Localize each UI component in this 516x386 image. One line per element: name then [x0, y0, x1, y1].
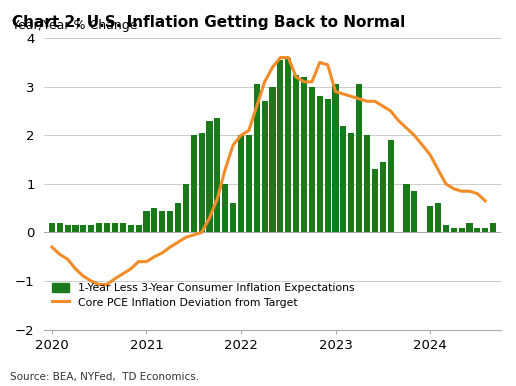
Bar [143, 211, 150, 232]
Bar [88, 225, 94, 232]
Bar [293, 74, 299, 232]
Bar [356, 84, 362, 232]
Bar [222, 184, 228, 232]
Text: Source: BEA, NYFed,  TD Economics.: Source: BEA, NYFed, TD Economics. [10, 372, 200, 382]
Bar [183, 184, 189, 232]
Bar [127, 225, 134, 232]
Bar [482, 228, 488, 232]
Bar [411, 191, 417, 232]
Bar [72, 225, 78, 232]
Bar [254, 84, 260, 232]
Bar [490, 223, 496, 232]
Bar [64, 225, 71, 232]
Bar [474, 228, 480, 232]
Bar [57, 223, 63, 232]
Bar [190, 135, 197, 232]
Bar [49, 223, 55, 232]
Bar [159, 211, 165, 232]
Bar [104, 223, 110, 232]
Bar [175, 203, 181, 232]
Bar [317, 96, 323, 232]
Text: Year/Year % Change: Year/Year % Change [12, 19, 138, 32]
Bar [199, 133, 205, 232]
Bar [246, 135, 252, 232]
Bar [167, 211, 173, 232]
Bar [332, 84, 338, 232]
Bar [120, 223, 126, 232]
Text: Chart 2: U.S. Inflation Getting Back to Normal: Chart 2: U.S. Inflation Getting Back to … [12, 15, 406, 30]
Bar [96, 223, 102, 232]
Bar [269, 87, 276, 232]
Bar [459, 228, 465, 232]
Bar [372, 169, 378, 232]
Bar [277, 60, 283, 232]
Bar [435, 203, 441, 232]
Bar [151, 208, 157, 232]
Bar [285, 58, 292, 232]
Bar [427, 206, 433, 232]
Bar [450, 228, 457, 232]
Bar [341, 125, 347, 232]
Bar [136, 225, 142, 232]
Bar [443, 225, 449, 232]
Bar [325, 99, 331, 232]
Bar [230, 203, 236, 232]
Bar [364, 135, 370, 232]
Bar [309, 87, 315, 232]
Legend: 1-Year Less 3-Year Consumer Inflation Expectations, Core PCE Inflation Deviation: 1-Year Less 3-Year Consumer Inflation Ex… [50, 281, 357, 310]
Bar [206, 121, 213, 232]
Bar [262, 101, 268, 232]
Bar [214, 118, 220, 232]
Bar [388, 140, 394, 232]
Bar [404, 184, 410, 232]
Bar [80, 225, 87, 232]
Bar [301, 77, 307, 232]
Bar [238, 135, 244, 232]
Bar [112, 223, 118, 232]
Bar [380, 162, 386, 232]
Bar [466, 223, 473, 232]
Bar [348, 133, 354, 232]
